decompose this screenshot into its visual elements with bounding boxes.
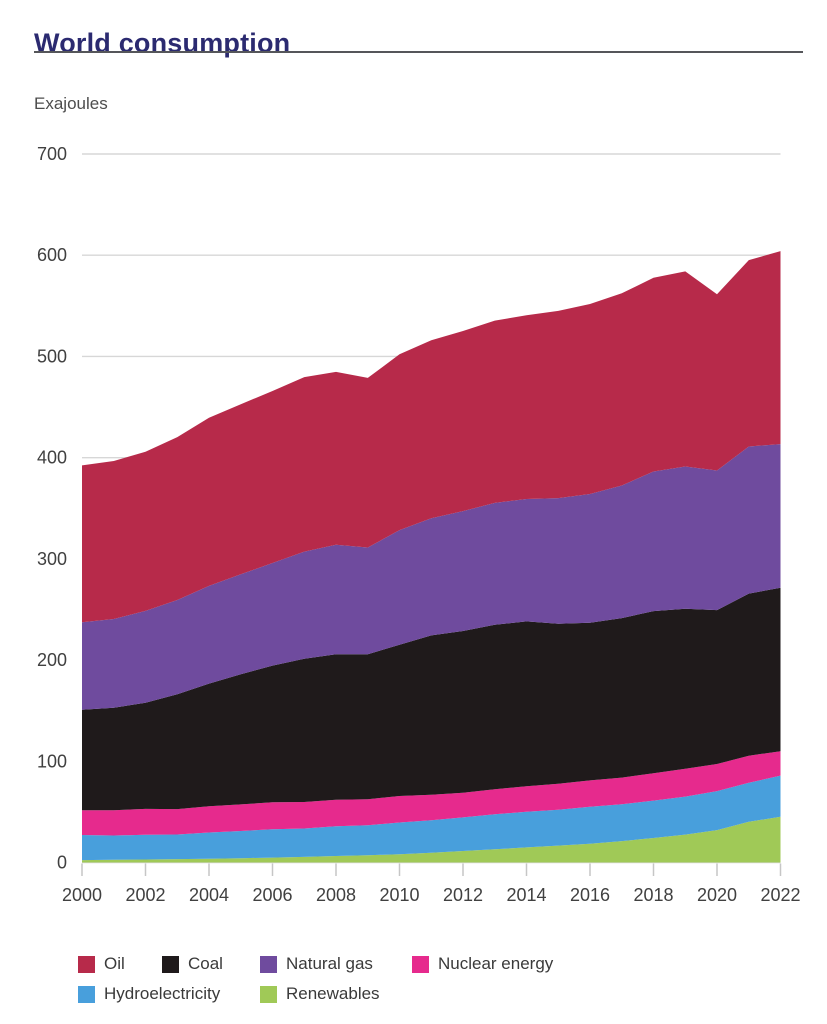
coal-swatch-icon (162, 955, 179, 973)
hydroelectricity-swatch-icon (78, 985, 95, 1003)
svg-text:2022: 2022 (760, 885, 800, 905)
x-axis-ticks (81, 863, 782, 876)
natural-gas-swatch-icon (260, 955, 277, 973)
chart-legend: Oil Coal Natural gas Nuclear energy Hydr… (78, 949, 553, 1009)
legend-item-oil: Oil (78, 949, 162, 979)
legend-label-hydroelectricity: Hydroelectricity (104, 984, 221, 1003)
svg-text:2008: 2008 (316, 885, 356, 905)
area-series (82, 251, 781, 863)
svg-text:2020: 2020 (697, 885, 737, 905)
svg-text:600: 600 (37, 245, 67, 265)
svg-text:2012: 2012 (443, 885, 483, 905)
svg-text:700: 700 (37, 144, 67, 164)
svg-text:2016: 2016 (570, 885, 610, 905)
renewables-swatch-icon (260, 985, 277, 1003)
legend-label-nuclear-energy: Nuclear energy (438, 954, 554, 973)
svg-text:2000: 2000 (62, 885, 102, 905)
legend-item-renewables: Renewables (260, 979, 412, 1009)
legend-label-coal: Coal (188, 954, 223, 973)
legend-item-coal: Coal (162, 949, 260, 979)
legend-label-oil: Oil (104, 954, 125, 973)
legend-label-natural-gas: Natural gas (286, 954, 373, 973)
svg-text:400: 400 (37, 448, 67, 468)
svg-text:100: 100 (37, 751, 67, 771)
svg-text:2018: 2018 (633, 885, 673, 905)
svg-text:2010: 2010 (379, 885, 419, 905)
nuclear-energy-swatch-icon (412, 955, 429, 973)
svg-text:500: 500 (37, 346, 67, 366)
legend-item-hydroelectricity: Hydroelectricity (78, 979, 220, 1009)
y-axis-unit-label: Exajoules (34, 94, 108, 113)
y-axis-labels: 0 100 200 300 400 500 600 700 (37, 144, 67, 873)
svg-text:200: 200 (37, 650, 67, 670)
page-title: World consumption (34, 28, 291, 59)
svg-text:2002: 2002 (125, 885, 165, 905)
x-axis-labels: 2000 2002 2004 2006 2008 2010 2012 2014 2016 2018… (62, 885, 801, 905)
svg-text:2004: 2004 (189, 885, 229, 905)
svg-text:2014: 2014 (506, 885, 546, 905)
legend-label-renewables: Renewables (286, 984, 380, 1003)
legend-item-nuclear-energy: Nuclear energy (412, 949, 553, 979)
legend-item-natural-gas: Natural gas (260, 949, 412, 979)
oil-swatch-icon (78, 955, 95, 973)
svg-text:2006: 2006 (252, 885, 292, 905)
svg-text:300: 300 (37, 549, 67, 569)
title-underline (34, 51, 803, 53)
svg-text:0: 0 (57, 853, 67, 873)
